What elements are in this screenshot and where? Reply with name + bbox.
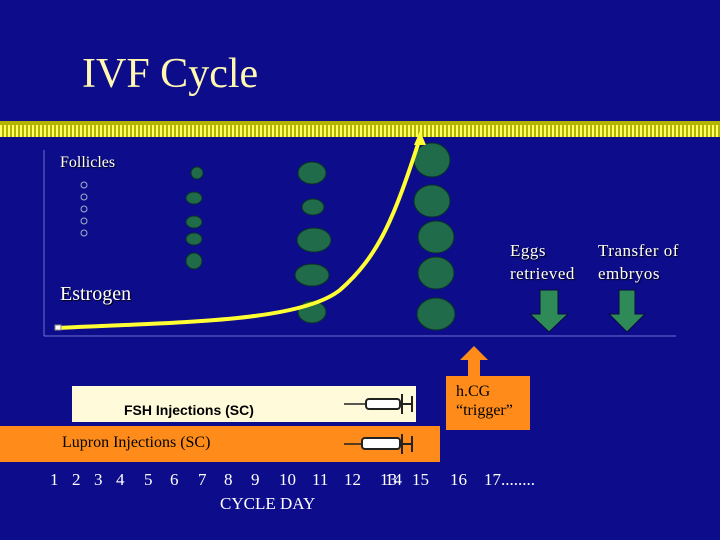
follicle xyxy=(80,229,88,237)
down-arrow-icon xyxy=(607,289,647,333)
follicle xyxy=(80,181,88,189)
syringe-icon xyxy=(344,434,413,454)
down-arrow-icon xyxy=(528,289,570,333)
follicle xyxy=(185,252,203,270)
follicle xyxy=(185,191,203,205)
cycle-day-tick: 6 xyxy=(170,470,179,489)
follicle xyxy=(80,193,88,201)
eggs-label-line1: Eggs xyxy=(510,241,546,260)
estrogen-curve xyxy=(57,137,422,330)
follicle xyxy=(185,215,203,229)
transfer-label-line1: Transfer of xyxy=(598,241,679,260)
hcg-label-line1: h.CG xyxy=(456,383,491,400)
hcg-label-line2: “trigger” xyxy=(456,402,513,419)
follicle xyxy=(413,184,451,218)
eggs-label-line2: retrieved xyxy=(510,264,575,283)
syringe-icon xyxy=(344,394,413,414)
follicle xyxy=(80,205,88,213)
header-divider-top xyxy=(0,121,720,125)
cycle-day-tick: 12 xyxy=(344,470,361,489)
cycle-day-tick: 1 xyxy=(50,470,59,489)
follicle xyxy=(185,232,203,246)
lupron-injections-label: Lupron Injections (SC) xyxy=(62,434,211,451)
follicles-label: Follicles xyxy=(60,154,116,171)
hcg-up-arrow-icon xyxy=(460,346,488,376)
cycle-day-axis-label: CYCLE DAY xyxy=(220,494,316,513)
follicle xyxy=(297,161,327,185)
follicles-column-1 xyxy=(80,181,88,237)
transfer-label-line2: embryos xyxy=(598,264,661,283)
cycle-day-tick: 15 xyxy=(412,470,429,489)
slide-title: IVF Cycle xyxy=(82,51,259,97)
estrogen-curve-start-marker xyxy=(54,324,62,331)
follicle xyxy=(80,217,88,225)
cycle-day-tick: 9 xyxy=(251,470,260,489)
follicles-column-2 xyxy=(185,166,204,270)
hcg-trigger-box: h.CG “trigger” xyxy=(446,376,530,430)
cycle-day-tick: 17........ xyxy=(484,470,535,489)
cycle-day-tick: 3 xyxy=(94,470,103,489)
follicle xyxy=(417,256,455,290)
cycle-day-tick: 5 xyxy=(144,470,153,489)
follicle xyxy=(294,263,330,287)
cycle-day-tick: 11 xyxy=(312,470,329,489)
header-divider xyxy=(0,125,720,137)
cycle-day-tick: 13 xyxy=(380,470,397,489)
follicle xyxy=(190,166,204,180)
fsh-injections-label: FSH Injections (SC) xyxy=(124,402,254,418)
follicle xyxy=(413,142,451,178)
estrogen-label: Estrogen xyxy=(60,283,132,305)
up-arrow-icon xyxy=(414,131,426,145)
follicle xyxy=(296,227,332,253)
follicle xyxy=(417,220,455,254)
follicle xyxy=(301,198,325,216)
fsh-injections-bar: FSH Injections (SC) xyxy=(72,386,416,422)
follicle xyxy=(416,297,456,331)
cycle-day-tick: 16 xyxy=(450,470,467,489)
cycle-day-tick: 2 xyxy=(72,470,81,489)
cycle-day-tick: 10 xyxy=(279,470,296,489)
follicles-column-4 xyxy=(413,142,456,331)
cycle-day-tick: 7 xyxy=(198,470,207,489)
cycle-day-tick: 4 xyxy=(116,470,125,489)
lupron-injections-bar: Lupron Injections (SC) xyxy=(0,426,440,462)
cycle-day-tick: 14 xyxy=(385,470,402,489)
cycle-day-tick: 8 xyxy=(224,470,233,489)
